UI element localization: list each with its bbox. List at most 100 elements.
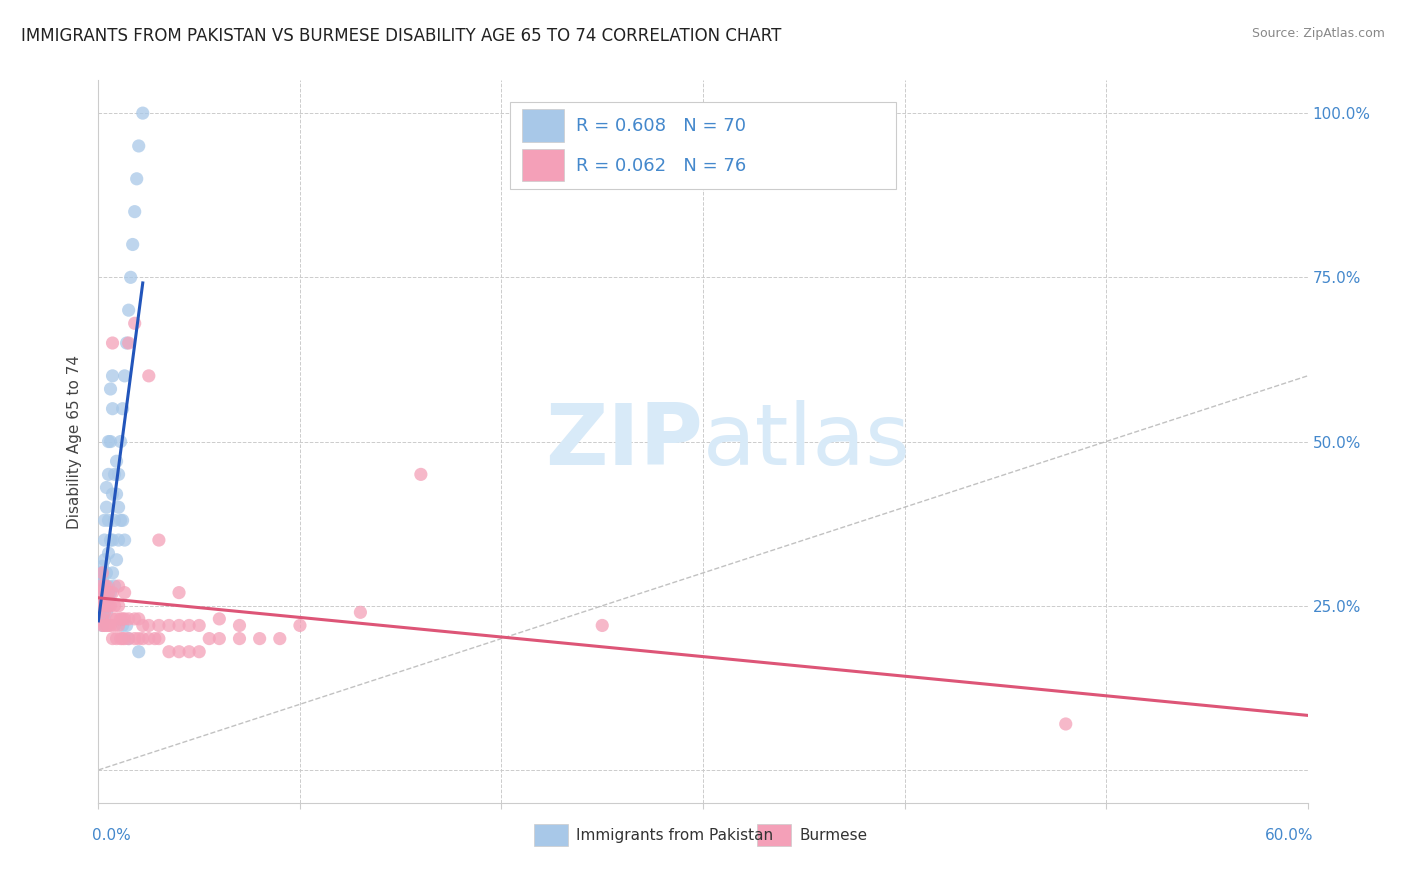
Point (97, 579, 120, 593)
Point (110, 612, 132, 626)
Point (179, 645, 201, 659)
Point (101, 632, 124, 646)
Point (105, 487, 128, 501)
Point (89, 585, 111, 599)
Point (97, 585, 120, 599)
Point (97, 546, 120, 560)
Point (148, 632, 170, 646)
Point (91, 599, 114, 613)
Point (100, 599, 122, 613)
Point (157, 618, 180, 632)
Point (110, 632, 132, 646)
Point (167, 618, 190, 632)
Point (89, 573, 111, 587)
Point (93, 553, 115, 567)
Point (188, 645, 211, 659)
Text: atlas: atlas (703, 400, 911, 483)
Text: IMMIGRANTS FROM PAKISTAN VS BURMESE DISABILITY AGE 65 TO 74 CORRELATION CHART: IMMIGRANTS FROM PAKISTAN VS BURMESE DISA… (21, 27, 782, 45)
FancyBboxPatch shape (509, 102, 897, 189)
Point (132, 106, 155, 120)
Point (107, 618, 129, 632)
Point (101, 612, 124, 626)
Point (269, 632, 291, 646)
Point (97, 592, 120, 607)
Point (96, 599, 118, 613)
Point (1054, 717, 1077, 731)
Point (93, 605, 115, 619)
Point (93, 579, 115, 593)
Text: Burmese: Burmese (800, 828, 868, 843)
Point (105, 454, 128, 468)
Point (103, 599, 125, 613)
Point (93, 618, 115, 632)
Text: R = 0.062   N = 76: R = 0.062 N = 76 (576, 156, 747, 175)
Point (111, 632, 134, 646)
Point (111, 513, 134, 527)
Point (110, 434, 132, 449)
Point (114, 585, 136, 599)
Point (101, 368, 124, 383)
Point (128, 139, 150, 153)
Point (91, 585, 114, 599)
Bar (758, 824, 792, 847)
Point (96, 481, 118, 495)
Point (124, 204, 146, 219)
Point (143, 632, 166, 646)
Point (107, 500, 129, 515)
Point (124, 632, 146, 646)
Point (96, 618, 118, 632)
Point (96, 579, 118, 593)
Point (103, 513, 125, 527)
Point (93, 585, 115, 599)
Point (118, 632, 141, 646)
Point (118, 632, 141, 646)
Point (157, 645, 180, 659)
Point (100, 533, 122, 547)
Point (228, 618, 250, 632)
Point (89, 566, 111, 580)
Point (97, 513, 120, 527)
Y-axis label: Disability Age 65 to 74: Disability Age 65 to 74 (67, 354, 83, 529)
Point (105, 632, 128, 646)
Point (188, 618, 211, 632)
Point (93, 612, 115, 626)
Point (138, 368, 160, 383)
Text: R = 0.608   N = 70: R = 0.608 N = 70 (576, 117, 747, 135)
Point (93, 579, 115, 593)
Point (124, 612, 146, 626)
Point (114, 533, 136, 547)
Point (101, 566, 124, 580)
Point (91, 605, 114, 619)
Point (101, 401, 124, 416)
Point (591, 618, 613, 632)
Point (208, 612, 231, 626)
Point (91, 585, 114, 599)
Point (101, 585, 124, 599)
Text: ZIP: ZIP (546, 400, 703, 483)
Bar (522, 149, 564, 181)
Point (118, 303, 141, 318)
Point (100, 618, 122, 632)
Point (138, 618, 160, 632)
Point (111, 401, 134, 416)
Point (115, 618, 138, 632)
Point (89, 605, 111, 619)
Point (107, 599, 129, 613)
Point (91, 566, 114, 580)
Point (132, 618, 155, 632)
Point (91, 592, 114, 607)
Point (120, 270, 142, 285)
Point (101, 487, 124, 501)
Point (91, 599, 114, 613)
Point (89, 599, 111, 613)
Text: 60.0%: 60.0% (1265, 828, 1313, 843)
Point (96, 500, 118, 515)
Point (93, 599, 115, 613)
Point (114, 612, 136, 626)
Point (228, 632, 250, 646)
Point (101, 533, 124, 547)
Point (97, 467, 120, 482)
Point (96, 605, 118, 619)
Point (89, 585, 111, 599)
Point (148, 618, 170, 632)
